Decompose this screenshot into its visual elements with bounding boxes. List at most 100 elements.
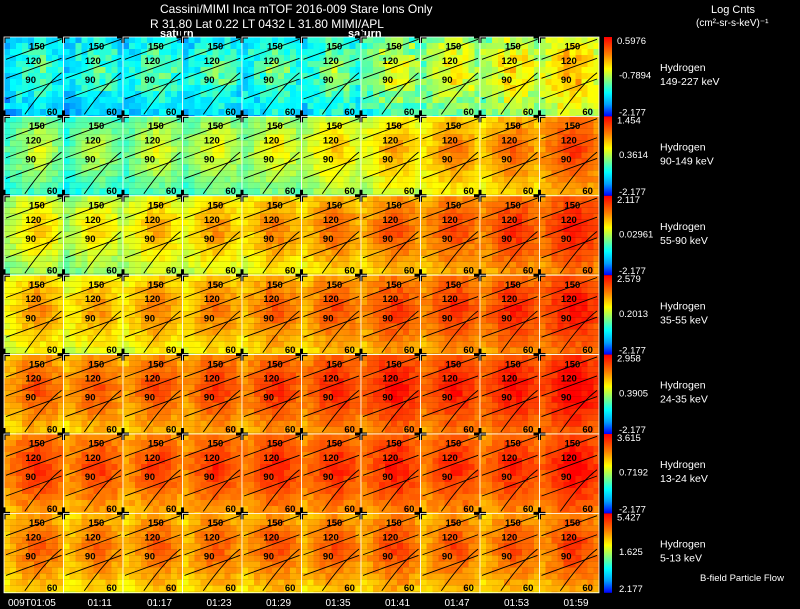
heatmap-cell xyxy=(111,170,118,177)
heatmap-cell xyxy=(385,116,391,123)
heatmap-cell xyxy=(63,341,70,348)
heatmap-cell xyxy=(4,79,10,85)
heatmap-cell xyxy=(22,249,28,256)
heatmap-cell xyxy=(593,109,599,115)
heatmap-cell xyxy=(367,194,373,196)
heatmap-cell xyxy=(385,115,391,117)
heatmap-cell xyxy=(182,225,189,232)
heatmap-cell xyxy=(58,91,64,97)
heatmap-cell xyxy=(93,37,100,43)
heatmap-cell xyxy=(272,194,278,196)
heatmap-cell xyxy=(34,140,40,147)
heatmap-cell xyxy=(236,140,242,147)
heatmap-cell xyxy=(218,225,225,232)
heatmap-cell xyxy=(373,213,379,220)
heatmap-cell xyxy=(397,152,403,159)
heatmap-cell xyxy=(16,213,22,220)
heatmap-cell xyxy=(99,146,106,153)
contour-label: 120 xyxy=(144,215,160,226)
heatmap-cell xyxy=(480,134,486,141)
heatmap-cell xyxy=(343,103,350,109)
heatmap-cell xyxy=(569,249,576,256)
heatmap-cell xyxy=(486,219,492,226)
heatmap-cell xyxy=(492,109,498,115)
heatmap-cell xyxy=(420,170,427,177)
heatmap-cell xyxy=(528,140,534,147)
heatmap-cell xyxy=(111,43,118,49)
heatmap-cell xyxy=(206,176,213,183)
contour-label: 90 xyxy=(323,75,334,86)
heatmap-cell xyxy=(367,182,373,189)
heatmap-cell xyxy=(301,103,308,109)
heatmap-cell xyxy=(284,255,290,262)
heatmap-cell xyxy=(301,237,308,244)
heatmap-cell xyxy=(75,158,82,165)
heatmap-cell xyxy=(343,43,350,49)
heatmap-cell xyxy=(539,176,546,183)
heatmap-cell xyxy=(63,109,70,115)
heatmap-cell xyxy=(123,317,129,324)
contour-label: 120 xyxy=(323,56,339,67)
heatmap-cell xyxy=(462,122,469,129)
heatmap-cell xyxy=(528,49,534,55)
heatmap-cell xyxy=(81,231,88,238)
heatmap-cell xyxy=(69,237,76,244)
heatmap-cell xyxy=(379,255,385,262)
heatmap-cell xyxy=(498,152,504,159)
heatmap-cell xyxy=(22,261,28,268)
heatmap-cell xyxy=(16,231,22,238)
heatmap-cell xyxy=(504,164,510,171)
heatmap-cell xyxy=(296,43,302,49)
heatmap-cell xyxy=(147,49,153,55)
heatmap-cell xyxy=(385,109,391,115)
heatmap-cell xyxy=(379,55,385,61)
heatmap-cell xyxy=(522,164,528,171)
contour-label: 60 xyxy=(285,186,296,197)
heatmap-cell xyxy=(296,61,302,67)
heatmap-cell xyxy=(397,85,403,91)
heatmap-cell xyxy=(123,231,129,238)
heatmap-cell xyxy=(117,49,123,55)
heatmap-cell xyxy=(177,255,183,262)
heatmap-cell xyxy=(468,91,475,97)
heatmap-cell xyxy=(129,97,135,103)
heatmap-cell xyxy=(99,170,106,177)
heatmap-cell xyxy=(135,225,141,232)
heatmap-cell xyxy=(153,43,159,49)
heatmap-cell xyxy=(248,61,254,67)
heatmap-cell xyxy=(40,103,46,109)
heatmap-cell xyxy=(188,158,195,165)
heatmap-cell xyxy=(432,158,439,165)
heatmap-cell xyxy=(182,37,189,43)
heatmap-cell xyxy=(516,267,522,274)
heatmap-cell xyxy=(426,194,433,196)
heatmap-cell xyxy=(409,134,415,141)
heatmap-cell xyxy=(52,158,58,165)
heatmap-cell xyxy=(373,176,379,183)
heatmap-cell xyxy=(117,85,123,91)
heatmap-cell xyxy=(325,134,332,141)
heatmap-cell xyxy=(450,67,457,73)
heatmap-cell xyxy=(260,195,266,202)
field-line xyxy=(381,151,419,195)
heatmap-cell xyxy=(534,85,540,91)
heatmap-cell xyxy=(456,225,463,232)
heatmap-cell xyxy=(534,231,540,238)
heatmap-cell xyxy=(69,323,76,330)
heatmap-cell xyxy=(165,61,171,67)
heatmap-cell xyxy=(254,61,260,67)
contour-label: 120 xyxy=(204,215,220,226)
heatmap-cell xyxy=(171,128,177,135)
heatmap-cell xyxy=(153,61,159,67)
heatmap-cell xyxy=(551,158,558,165)
heatmap-cell xyxy=(123,249,129,256)
heatmap-cell xyxy=(40,158,46,165)
heatmap-cell xyxy=(528,61,534,67)
heatmap-cell xyxy=(117,55,123,61)
heatmap-cell xyxy=(397,116,403,123)
heatmap-cell xyxy=(438,37,445,43)
field-line xyxy=(243,118,300,140)
heatmap-cell xyxy=(438,176,445,183)
heatmap-cell xyxy=(510,61,516,67)
heatmap-cell xyxy=(194,134,201,141)
